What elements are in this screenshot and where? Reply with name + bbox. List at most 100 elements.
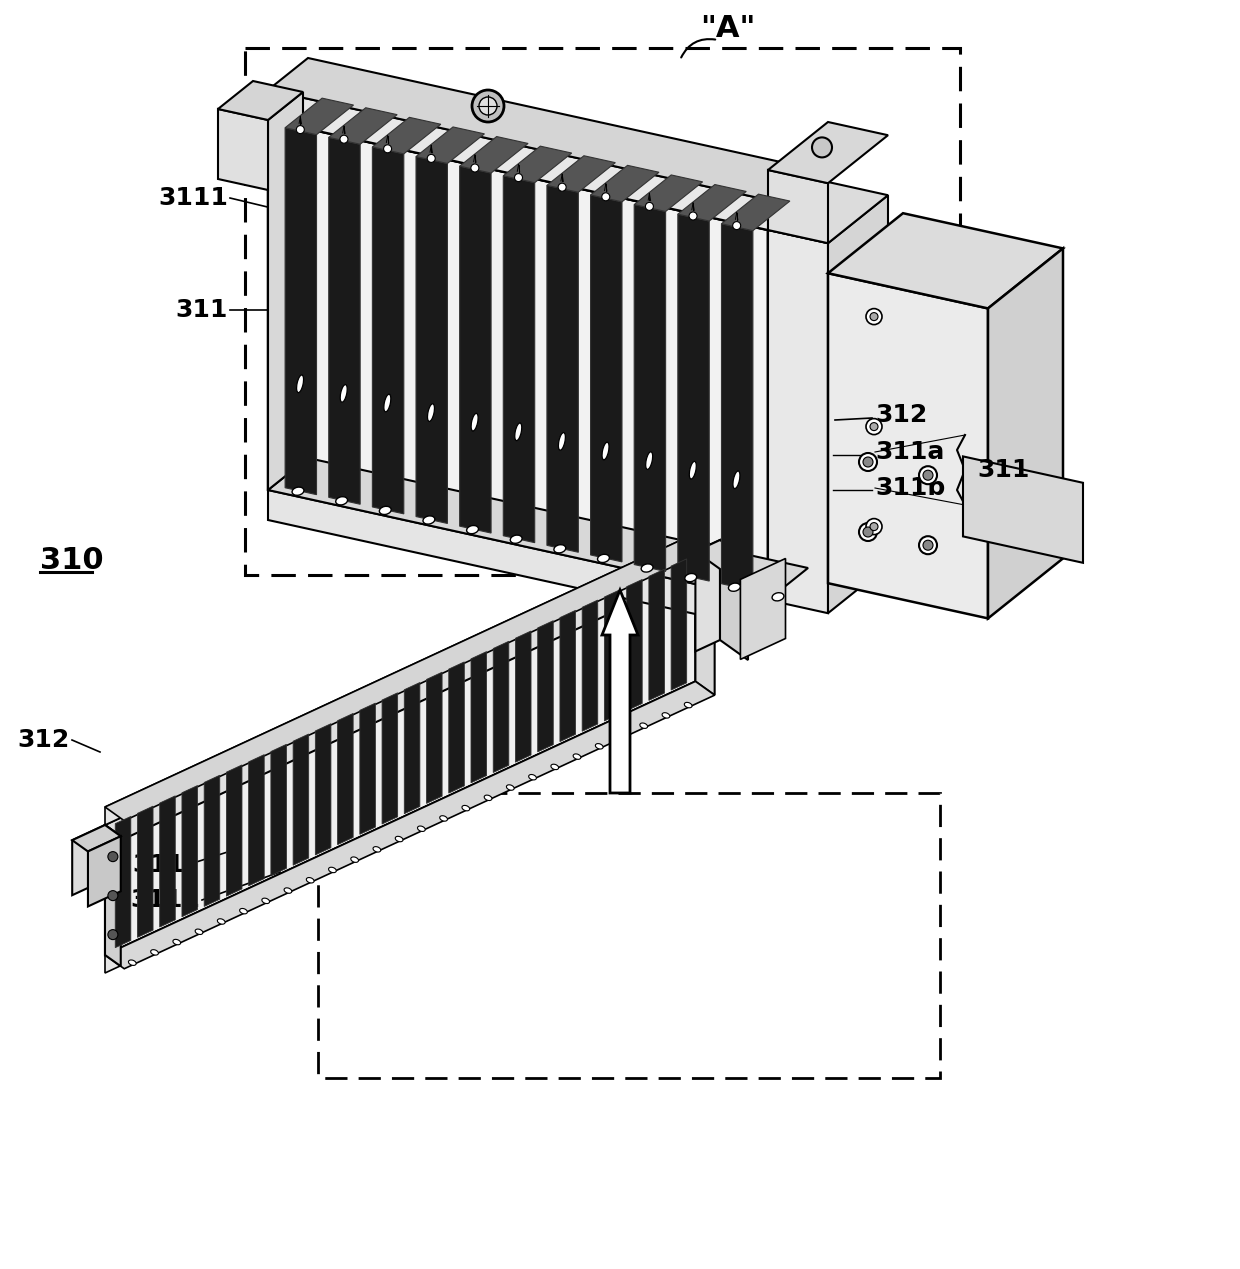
Polygon shape: [678, 184, 746, 221]
Ellipse shape: [340, 385, 347, 402]
Polygon shape: [415, 127, 485, 164]
Text: 312: 312: [17, 728, 69, 753]
Polygon shape: [268, 91, 303, 490]
Circle shape: [866, 419, 882, 434]
Circle shape: [471, 164, 479, 173]
Circle shape: [859, 453, 877, 471]
Polygon shape: [471, 651, 486, 783]
Ellipse shape: [551, 764, 558, 769]
Circle shape: [340, 136, 348, 143]
Circle shape: [479, 96, 497, 115]
Ellipse shape: [510, 536, 522, 543]
Polygon shape: [427, 673, 443, 803]
Ellipse shape: [618, 733, 625, 739]
Polygon shape: [360, 703, 376, 834]
Polygon shape: [285, 128, 316, 495]
Ellipse shape: [662, 713, 670, 718]
Polygon shape: [249, 755, 264, 886]
Polygon shape: [768, 170, 828, 244]
Ellipse shape: [336, 496, 347, 505]
Ellipse shape: [239, 909, 247, 914]
Polygon shape: [560, 610, 575, 741]
Ellipse shape: [573, 754, 580, 759]
Polygon shape: [634, 204, 666, 571]
Ellipse shape: [558, 433, 565, 450]
Ellipse shape: [515, 423, 522, 440]
Polygon shape: [268, 58, 808, 201]
Circle shape: [515, 174, 522, 181]
Polygon shape: [768, 198, 808, 600]
Ellipse shape: [306, 878, 314, 883]
Bar: [246, 48, 960, 575]
Text: 311: 311: [977, 458, 1029, 482]
Ellipse shape: [554, 544, 565, 553]
Circle shape: [923, 471, 932, 480]
Circle shape: [859, 523, 877, 541]
Circle shape: [645, 202, 653, 211]
Ellipse shape: [598, 555, 609, 562]
Polygon shape: [634, 175, 703, 212]
Ellipse shape: [418, 826, 425, 831]
Polygon shape: [337, 713, 353, 845]
Circle shape: [733, 222, 740, 230]
Polygon shape: [460, 166, 491, 533]
Polygon shape: [285, 98, 353, 135]
Polygon shape: [227, 765, 242, 896]
Ellipse shape: [373, 846, 381, 851]
Ellipse shape: [217, 919, 226, 924]
Polygon shape: [105, 533, 696, 825]
Circle shape: [919, 466, 937, 485]
Ellipse shape: [384, 395, 391, 412]
Ellipse shape: [351, 857, 358, 863]
Circle shape: [472, 90, 503, 122]
Polygon shape: [494, 641, 508, 773]
Polygon shape: [105, 681, 696, 973]
Circle shape: [108, 891, 118, 901]
Text: 312: 312: [875, 404, 928, 426]
Polygon shape: [696, 541, 748, 571]
Text: "A": "A": [701, 14, 755, 42]
Polygon shape: [720, 541, 748, 660]
Circle shape: [108, 930, 118, 939]
Polygon shape: [828, 273, 988, 618]
Text: 311b: 311b: [875, 476, 945, 500]
Ellipse shape: [506, 784, 515, 791]
Polygon shape: [740, 558, 785, 660]
Text: 310: 310: [40, 546, 104, 575]
Polygon shape: [460, 137, 528, 173]
Polygon shape: [218, 81, 303, 121]
Polygon shape: [538, 621, 553, 753]
Ellipse shape: [396, 836, 403, 841]
Polygon shape: [329, 108, 397, 145]
Ellipse shape: [151, 949, 159, 956]
Circle shape: [866, 519, 882, 534]
Circle shape: [601, 193, 610, 201]
Circle shape: [108, 851, 118, 862]
Text: 3111: 3111: [130, 888, 200, 912]
Polygon shape: [696, 552, 714, 695]
Ellipse shape: [471, 414, 479, 431]
Ellipse shape: [684, 702, 692, 708]
Polygon shape: [372, 117, 440, 154]
Ellipse shape: [463, 806, 470, 811]
Polygon shape: [105, 825, 120, 966]
Ellipse shape: [528, 774, 537, 780]
Polygon shape: [138, 806, 153, 938]
Polygon shape: [415, 156, 448, 523]
Polygon shape: [182, 786, 197, 916]
Circle shape: [870, 423, 878, 430]
Ellipse shape: [262, 898, 269, 904]
Polygon shape: [503, 175, 534, 543]
Circle shape: [558, 183, 567, 192]
Ellipse shape: [646, 452, 652, 470]
Polygon shape: [722, 223, 753, 590]
Polygon shape: [649, 570, 665, 700]
Polygon shape: [516, 631, 531, 763]
Polygon shape: [449, 662, 464, 793]
Polygon shape: [582, 600, 598, 731]
Circle shape: [866, 308, 882, 325]
Polygon shape: [722, 194, 790, 231]
Bar: [330, 148, 680, 459]
Polygon shape: [590, 165, 658, 202]
Polygon shape: [678, 214, 709, 581]
